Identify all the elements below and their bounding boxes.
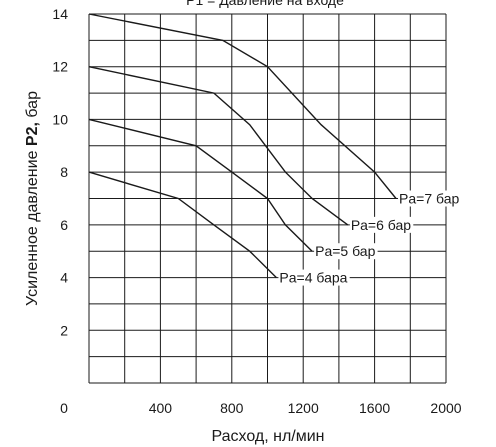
x-tick-label: 1600 <box>359 400 390 416</box>
y-tick-label: 10 <box>52 111 68 127</box>
tick-labels: 0 400 800 1200 1600 2000 2 4 6 8 10 12 14 <box>52 6 461 416</box>
series-label: Pa=4 бара <box>279 270 347 286</box>
x-tick-label: 1200 <box>288 400 319 416</box>
series-line <box>88 66 349 226</box>
series-label: Pa=7 бар <box>399 191 459 207</box>
y-axis-label-prefix: Усиленное давление <box>24 146 41 306</box>
series-line <box>88 171 277 279</box>
y-axis-label-suffix: бар <box>24 91 41 122</box>
grid <box>88 13 447 384</box>
series-label-background <box>314 243 378 260</box>
series-layer <box>88 13 397 279</box>
x-tick-label: 2000 <box>430 400 461 416</box>
x-tick-label: 0 <box>60 400 68 416</box>
x-tick-label: 400 <box>149 400 173 416</box>
series-label-background <box>349 216 414 233</box>
y-axis-label: Усиленное давление P2, бар <box>24 91 41 306</box>
series-label-background <box>278 269 350 286</box>
y-tick-label: 14 <box>52 6 68 22</box>
y-tick-label: 2 <box>60 322 68 338</box>
series-labels: Pa=7 бар Pa=6 бар Pa=5 бар Pa=4 бара <box>278 190 462 286</box>
x-tick-label: 800 <box>220 400 244 416</box>
y-tick-label: 8 <box>60 164 68 180</box>
series-label-background <box>398 190 462 207</box>
series-line <box>88 13 397 199</box>
series-line <box>88 118 313 252</box>
chart-title: P1 = Давление на входе <box>186 0 344 8</box>
y-tick-label: 12 <box>52 59 68 75</box>
y-axis-label-bold: P2, <box>24 122 41 146</box>
y-tick-label: 4 <box>60 270 68 286</box>
x-axis-label: Расход, нл/мин <box>211 428 324 445</box>
series-label: Pa=6 бар <box>351 217 411 233</box>
series-label: Pa=5 бар <box>315 243 375 259</box>
y-tick-label: 6 <box>60 217 68 233</box>
